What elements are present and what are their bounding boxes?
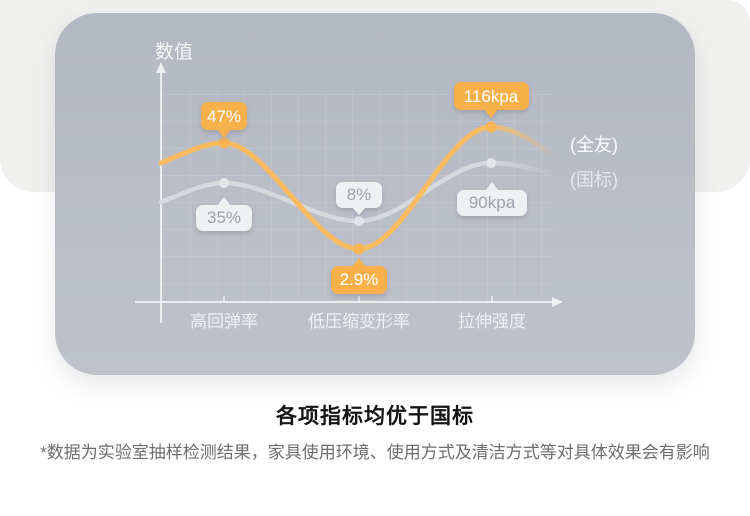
x-label-resilience: 高回弹率 [190,312,258,331]
x-label-tensile: 拉伸强度 [458,312,526,331]
x-axis: 高回弹率 低压缩变形率 拉伸强度 [135,296,563,331]
brand-point-tensile [485,121,497,133]
y-axis-arrow-icon [156,62,166,73]
standard-point-resilience [219,178,229,188]
callout-value: 8% [347,185,372,204]
y-axis-label: 数值 [155,41,193,63]
callout-value: 116kpa [464,87,519,106]
legend-brand: (全友) [570,135,618,155]
brand-point-resilience [218,137,230,149]
chart-card: 数值 高回弹率 低压缩变形率 拉伸强度 [55,13,695,375]
comparison-line-chart: 数值 高回弹率 低压缩变形率 拉伸强度 [135,41,618,331]
callout-value: 90kpa [469,193,516,212]
callout-value: 35% [207,208,241,227]
callout-value: 47% [207,107,241,126]
standard-point-tensile [486,158,496,168]
y-axis: 数值 [155,41,193,323]
x-axis-arrow-icon [552,297,563,307]
callout-standard-compression: 8% [336,182,382,215]
section-title: 各项指标均优于国标 [276,405,474,428]
standard-point-compression [354,216,364,226]
brand-point-compression [353,243,365,255]
callout-brand-resilience: 47% [201,102,247,138]
legend-standard: (国标) [570,170,618,190]
x-label-compression: 低压缩变形率 [308,312,410,331]
footnote: *数据为实验室抽样检测结果，家具使用环境、使用方式及清洁方式等对具体效果会有影响 [40,443,710,462]
callout-brand-compression: 2.9% [331,258,387,294]
callout-brand-tensile: 116kpa [454,82,529,118]
callout-standard-tensile: 90kpa [457,182,527,216]
callout-value: 2.9% [340,270,379,289]
callout-standard-resilience: 35% [196,197,252,231]
